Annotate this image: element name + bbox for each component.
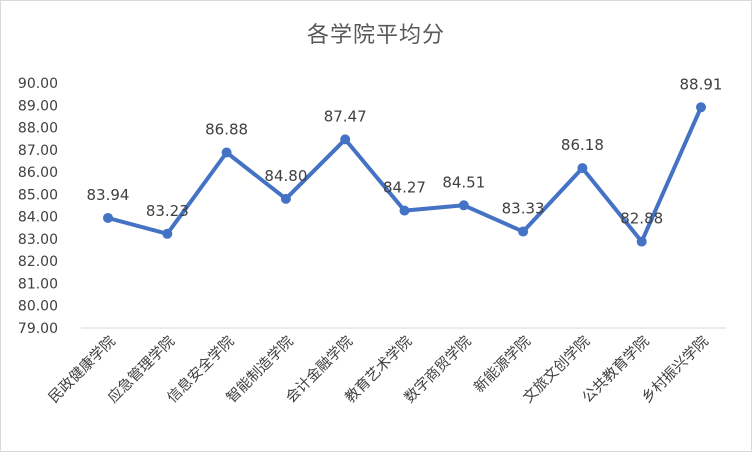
data-label: 84.80 <box>264 167 307 185</box>
y-tick-label: 79.00 <box>18 321 58 337</box>
y-tick-label: 83.00 <box>18 232 58 248</box>
data-label: 88.91 <box>680 75 723 93</box>
y-tick-label: 89.00 <box>18 98 58 114</box>
y-tick-label: 80.00 <box>18 299 58 315</box>
data-point <box>280 193 291 204</box>
data-point <box>103 212 113 223</box>
data-label: 83.94 <box>87 186 130 204</box>
data-point <box>636 236 647 247</box>
data-label: 87.47 <box>324 107 367 125</box>
series-line <box>106 105 703 244</box>
y-tick-label: 84.00 <box>18 210 58 226</box>
data-label: 84.27 <box>383 179 426 197</box>
data-point <box>221 147 232 158</box>
chart-title: 各学院平均分 <box>306 23 445 48</box>
data-point <box>458 200 469 211</box>
data-label: 86.88 <box>205 120 248 138</box>
y-tick-label: 82.00 <box>18 254 58 270</box>
y-tick-label: 86.00 <box>18 165 58 181</box>
data-point <box>696 102 706 113</box>
data-point <box>340 134 351 145</box>
data-label: 82.88 <box>620 210 663 228</box>
data-label: 83.33 <box>502 200 545 218</box>
data-label: 84.51 <box>442 173 485 191</box>
data-label: 86.18 <box>561 136 604 154</box>
data-point <box>162 228 173 239</box>
y-tick-label: 87.00 <box>18 143 58 159</box>
y-tick-label: 81.00 <box>18 276 58 292</box>
data-point <box>577 163 588 174</box>
y-tick-label: 88.00 <box>18 121 58 137</box>
data-label: 83.23 <box>146 202 189 220</box>
x-tick-label: 新能源学院 <box>471 332 535 396</box>
y-tick-label: 85.00 <box>18 187 58 203</box>
y-tick-label: 90.00 <box>18 76 58 92</box>
data-point <box>518 226 529 237</box>
data-point <box>399 205 410 216</box>
